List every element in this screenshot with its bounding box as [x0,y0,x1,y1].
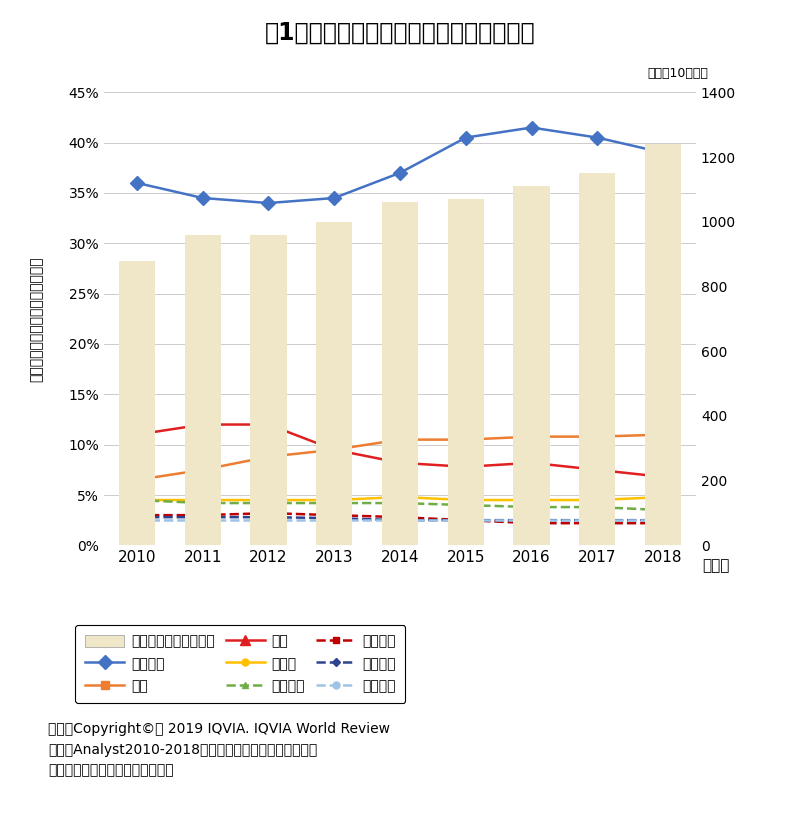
Bar [250,235,286,545]
Text: （年）: （年） [702,558,730,573]
Bar [645,144,681,545]
Bar [514,186,550,545]
Bar [382,202,418,545]
Bar [316,221,352,545]
Bar [118,261,155,545]
Bar [579,173,615,545]
Bar [448,199,484,545]
Text: 図1　世界における各国市場のシェア推移: 図1 世界における各国市場のシェア推移 [265,21,535,45]
Text: Analyst2010-2018をもとに医薬産業政策研究所に: Analyst2010-2018をもとに医薬産業政策研究所に [48,743,318,757]
Text: 出所：Copyright©　 2019 IQVIA. IQVIA World Review: 出所：Copyright© 2019 IQVIA. IQVIA World Re… [48,722,390,736]
Text: て作成　（無断転載禁止）: て作成 （無断転載禁止） [48,763,174,778]
Legend: 世界市場合計（右軸）, アメリカ, 中国, 日本, ドイツ, フランス, ブラジル, イタリア, イギリス: 世界市場合計（右軸）, アメリカ, 中国, 日本, ドイツ, フランス, ブラジ… [75,625,406,703]
Bar [185,235,221,545]
Text: 単位：10億ドル: 単位：10億ドル [647,67,708,80]
Text: 世界市場に占める各国市場シェア: 世界市場に占める各国市場シェア [29,256,43,382]
